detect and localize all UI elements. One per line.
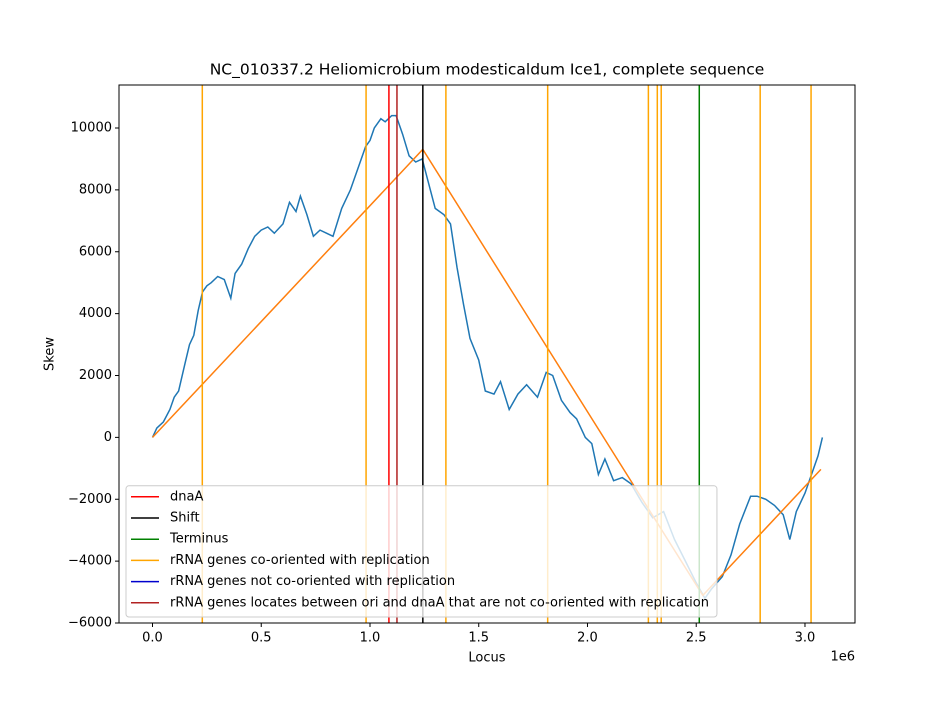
legend-label: rRNA genes co-oriented with replication <box>170 553 430 568</box>
y-axis-label: Skew <box>43 337 58 371</box>
legend: dnaA Shift Terminus rRNA genes co-oriented … <box>125 485 718 618</box>
x-tick-label: 1.5 <box>468 631 489 646</box>
legend-label: rRNA genes locates between ori and dnaA … <box>170 595 709 610</box>
x-tick-label: 0.0 <box>142 631 163 646</box>
y-tick-label: −4000 <box>68 554 112 569</box>
x-tick-label: 3.0 <box>795 631 816 646</box>
legend-label: rRNA genes not co-oriented with replicat… <box>170 574 455 589</box>
y-tick-label: 4000 <box>79 306 112 321</box>
x-axis-label: Locus <box>468 651 505 666</box>
y-tick-label: −2000 <box>68 492 112 507</box>
y-tick-label: 2000 <box>79 368 112 383</box>
x-tick-label: 1.0 <box>360 631 381 646</box>
y-tick-label: 0 <box>104 430 112 445</box>
legend-label: Terminus <box>169 532 229 547</box>
x-tick-label: 2.0 <box>577 631 598 646</box>
axes-frame <box>118 84 856 624</box>
chart-title: NC_010337.2 Heliomicrobium modesticaldum… <box>210 61 765 80</box>
legend-label: dnaA <box>170 489 203 504</box>
y-tick-label: 10000 <box>71 121 112 136</box>
y-tick-label: 6000 <box>79 244 112 259</box>
x-tick-label: 0.5 <box>251 631 272 646</box>
x-tick-label: 2.5 <box>686 631 707 646</box>
legend-box <box>125 485 718 618</box>
series-line <box>151 148 822 597</box>
y-tick-label: −6000 <box>68 616 112 631</box>
legend-label: Shift <box>170 511 200 526</box>
x-offset-label: 1e6 <box>830 650 855 665</box>
y-tick-label: 8000 <box>79 182 112 197</box>
